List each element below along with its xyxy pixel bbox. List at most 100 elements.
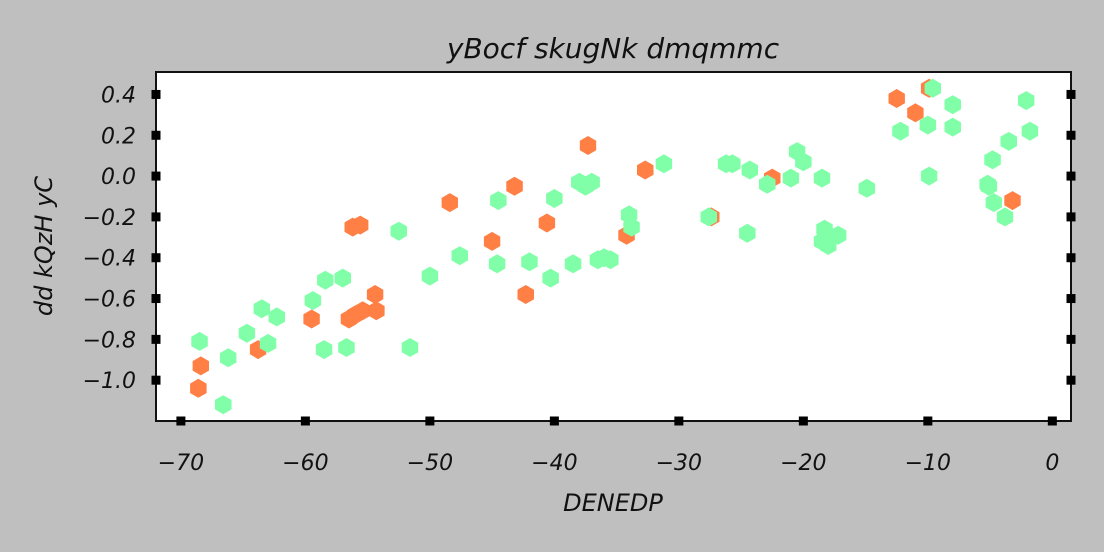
data-point-s1-31 [700, 207, 717, 227]
data-point-s1-45 [830, 225, 847, 245]
data-point-s0-3 [303, 309, 320, 329]
data-point-s1-33 [724, 154, 741, 174]
data-point-s1-34 [741, 160, 758, 180]
data-point-s1-4 [253, 299, 270, 319]
x-tick-label: −10 [905, 451, 951, 476]
y-tick-mark-left [151, 334, 161, 344]
data-point-s1-57 [996, 207, 1014, 227]
data-point-s1-0 [191, 331, 208, 351]
y-tick-mark-left [151, 130, 161, 140]
data-point-s0-9 [366, 285, 384, 304]
data-point-s1-37 [782, 168, 800, 188]
data-point-s1-17 [490, 191, 507, 211]
data-point-s1-40 [813, 168, 831, 188]
y-tick-mark-left [151, 253, 161, 263]
data-point-s1-5 [259, 333, 277, 353]
data-point-s1-54 [980, 176, 998, 196]
y-tick-mark-right [1066, 89, 1076, 99]
data-point-s1-14 [421, 266, 439, 286]
data-point-s0-22 [907, 103, 924, 123]
y-tick-label: 0.2 [101, 124, 136, 149]
x-tick-label: −30 [656, 451, 702, 476]
data-point-s0-12 [483, 231, 501, 251]
data-point-s1-3 [238, 323, 256, 343]
data-point-s1-56 [985, 193, 1002, 213]
y-tick-label: −1.0 [83, 369, 136, 394]
data-point-s0-8 [354, 301, 371, 321]
data-point-s0-0 [190, 378, 207, 398]
data-point-s0-7 [351, 215, 369, 235]
y-tick-mark-left [151, 212, 161, 222]
y-tick-mark-right [1066, 334, 1076, 344]
data-point-s1-18 [521, 252, 538, 272]
data-point-s1-55 [984, 150, 1001, 170]
data-point-s1-39 [795, 152, 812, 172]
y-tick-label: 0.4 [101, 83, 136, 108]
data-point-s1-47 [892, 121, 909, 141]
chart-title: yBocf skugNk dmqmmc [446, 32, 780, 65]
y-tick-mark-right [1066, 130, 1076, 140]
data-point-s1-9 [317, 270, 334, 290]
y-tick-label: −0.6 [83, 288, 136, 313]
data-point-s1-36 [759, 174, 776, 194]
data-point-s1-59 [1018, 91, 1035, 111]
y-tick-mark-right [1066, 294, 1076, 304]
axis-ticks: −70 −60 −50 −40 −30 −20 −10 0 −1.0 −0.8 −0.6 −0.4 −0… [83, 83, 1076, 476]
data-point-s0-13 [506, 176, 523, 196]
y-tick-label: −0.4 [83, 247, 136, 272]
x-tick-label: −60 [282, 451, 328, 476]
plot-area [155, 71, 1072, 422]
x-tick-mark [798, 416, 808, 426]
x-tick-mark [300, 416, 310, 426]
data-point-s1-15 [451, 246, 468, 266]
x-tick-mark [674, 416, 684, 426]
y-tick-mark-left [151, 294, 161, 304]
y-tick-mark-right [1066, 375, 1076, 385]
x-tick-mark [425, 416, 435, 426]
data-point-s1-27 [602, 250, 619, 270]
data-point-s1-51 [944, 95, 961, 115]
data-point-s1-20 [546, 189, 563, 208]
y-tick-label: −0.2 [83, 206, 136, 231]
x-tick-label: −40 [531, 451, 577, 476]
data-point-s1-19 [542, 268, 559, 288]
y-tick-mark-right [1066, 253, 1076, 263]
data-point-s1-10 [334, 268, 351, 288]
data-point-s1-49 [920, 166, 938, 186]
data-point-s1-1 [215, 395, 232, 415]
data-point-s1-30 [655, 154, 673, 174]
y-axis-label: dd kQzH yC [30, 176, 58, 316]
data-point-s0-18 [637, 160, 654, 180]
data-point-s1-29 [623, 217, 640, 237]
y-tick-mark-left [151, 89, 161, 99]
data-point-s1-50 [924, 78, 941, 98]
data-point-s1-13 [401, 338, 419, 357]
data-point-s1-6 [268, 307, 285, 327]
data-point-s1-46 [858, 178, 876, 198]
x-axis-label: DENEDP [563, 489, 663, 517]
data-point-s1-16 [488, 254, 506, 274]
x-tick-mark [176, 416, 186, 426]
x-tick-label: 0 [1045, 451, 1059, 476]
data-point-s1-8 [315, 340, 333, 360]
data-point-s1-35 [739, 223, 756, 243]
data-point-s0-21 [888, 89, 905, 108]
data-point-s0-14 [517, 285, 534, 304]
data-point-s0-10 [368, 301, 385, 321]
data-point-s1-2 [220, 348, 237, 368]
data-point-s1-48 [919, 115, 937, 135]
x-tick-mark [923, 416, 933, 426]
data-point-s1-60 [1021, 121, 1039, 141]
y-tick-mark-left [151, 171, 161, 181]
data-point-s0-24 [1004, 191, 1021, 211]
data-point-s1-12 [390, 221, 407, 241]
data-points [190, 78, 1039, 415]
data-point-s0-15 [538, 213, 556, 233]
data-point-s1-58 [1000, 131, 1017, 151]
x-tick-label: −70 [158, 451, 204, 476]
data-point-s1-11 [338, 338, 355, 357]
data-point-s1-7 [304, 291, 322, 311]
y-tick-label: 0.0 [101, 165, 136, 190]
x-tick-mark [549, 416, 559, 426]
